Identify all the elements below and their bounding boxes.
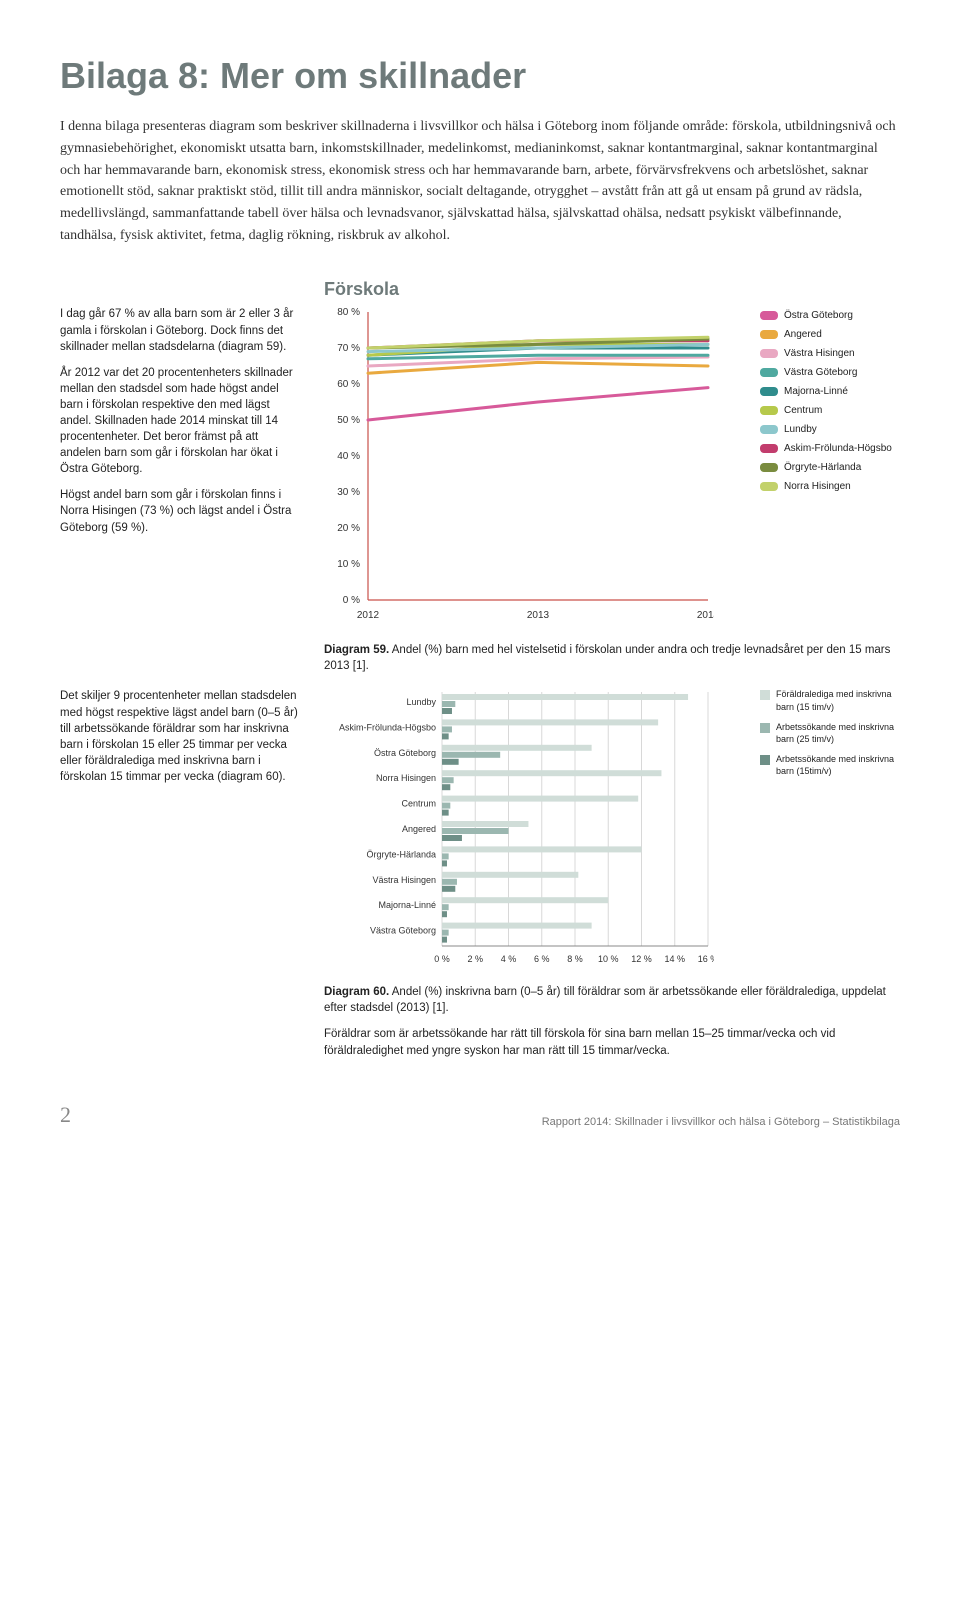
svg-text:70 %: 70 %	[337, 343, 360, 354]
caption59-b: Diagram 59.	[324, 644, 389, 656]
svg-text:2013: 2013	[527, 610, 550, 621]
legend-label: Västra Hisingen	[784, 344, 855, 363]
legend-swatch	[760, 690, 770, 700]
legend-label: Majorna-Linné	[784, 382, 848, 401]
svg-text:Örgryte-Härlanda: Örgryte-Härlanda	[366, 850, 436, 860]
legend-swatch	[760, 482, 778, 491]
svg-text:40 %: 40 %	[337, 451, 360, 462]
svg-text:50 %: 50 %	[337, 415, 360, 426]
legend-swatch	[760, 755, 770, 765]
legend-label: Östra Göteborg	[784, 306, 853, 325]
svg-text:Östra Göteborg: Östra Göteborg	[374, 748, 436, 758]
legend-item: Västra Göteborg	[760, 363, 900, 382]
legend-item: Västra Hisingen	[760, 344, 900, 363]
page-number: 2	[60, 1099, 71, 1131]
svg-text:2012: 2012	[357, 610, 380, 621]
legend-item: Centrum	[760, 401, 900, 420]
legend-swatch	[760, 368, 778, 377]
chart60-side-text: Det skiljer 9 procentenheter mellan stad…	[60, 688, 300, 1058]
legend-item: Askim-Frölunda-Högsbo	[760, 439, 900, 458]
caption59-t: Andel (%) barn med hel vistelsetid i för…	[324, 644, 890, 672]
svg-text:Västra Göteborg: Västra Göteborg	[370, 926, 436, 936]
svg-text:10 %: 10 %	[598, 954, 619, 964]
svg-text:Askim-Frölunda-Högsbo: Askim-Frölunda-Högsbo	[339, 723, 436, 733]
svg-text:Västra Hisingen: Västra Hisingen	[372, 875, 436, 885]
svg-text:10 %: 10 %	[337, 559, 360, 570]
legend-label: Lundby	[784, 420, 817, 439]
legend-label: Västra Göteborg	[784, 363, 857, 382]
svg-text:0 %: 0 %	[434, 954, 450, 964]
chart60-block: Det skiljer 9 procentenheter mellan stad…	[60, 688, 900, 1058]
chart59-svg: 0 % 10 % 20 % 30 % 40 % 50 % 60 % 70 % 80 % 2012 2…	[324, 306, 714, 626]
chart59-side-text: I dag går 67 % av alla barn som är 2 ell…	[60, 306, 300, 674]
svg-text:0 %: 0 %	[343, 595, 360, 606]
svg-text:14 %: 14 %	[664, 954, 685, 964]
chart59-block: I dag går 67 % av alla barn som är 2 ell…	[60, 306, 900, 674]
legend-swatch	[760, 330, 778, 339]
chart59-legend: Östra GöteborgAngeredVästra HisingenVäst…	[760, 306, 900, 632]
legend-item: Örgryte-Härlanda	[760, 458, 900, 477]
svg-text:Lundby: Lundby	[406, 697, 436, 707]
svg-text:60 %: 60 %	[337, 379, 360, 390]
svg-text:8 %: 8 %	[567, 954, 583, 964]
legend-item: Majorna-Linné	[760, 382, 900, 401]
svg-text:4 %: 4 %	[501, 954, 517, 964]
legend-swatch	[760, 444, 778, 453]
svg-text:2014: 2014	[697, 610, 714, 621]
svg-text:Norra Hisingen: Norra Hisingen	[376, 774, 436, 784]
svg-text:80 %: 80 %	[337, 307, 360, 318]
legend-swatch	[760, 723, 770, 733]
legend-item: Arbetssökande med inskrivna barn (15tim/…	[760, 753, 900, 777]
section-heading-forskola: Förskola	[324, 276, 900, 302]
legend-swatch	[760, 425, 778, 434]
legend-item: Föräldralediga med inskrivna barn (15 ti…	[760, 688, 900, 712]
svg-text:2 %: 2 %	[467, 954, 483, 964]
svg-text:30 %: 30 %	[337, 487, 360, 498]
intro-paragraph: I denna bilaga presenteras diagram som b…	[60, 116, 900, 246]
legend-swatch	[760, 406, 778, 415]
chart59-main: 0 % 10 % 20 % 30 % 40 % 50 % 60 % 70 % 80 % 2012 2…	[324, 306, 900, 674]
svg-text:20 %: 20 %	[337, 523, 360, 534]
legend-label: Angered	[784, 325, 822, 344]
caption59: Diagram 59. Andel (%) barn med hel viste…	[324, 642, 900, 674]
legend-swatch	[760, 463, 778, 472]
legend-item: Östra Göteborg	[760, 306, 900, 325]
legend-item: Angered	[760, 325, 900, 344]
svg-text:Majorna-Linné: Majorna-Linné	[378, 901, 436, 911]
caption60-b: Diagram 60.	[324, 986, 389, 998]
side1-p1: I dag går 67 % av alla barn som är 2 ell…	[60, 306, 300, 354]
legend-label: Centrum	[784, 401, 822, 420]
side1-p2: År 2012 var det 20 procentenheters skill…	[60, 365, 300, 478]
legend-item: Arbetssökande med inskrivna barn (25 tim…	[760, 721, 900, 745]
caption60-t: Andel (%) inskrivna barn (0–5 år) till f…	[324, 986, 886, 1014]
svg-text:16 %: 16 %	[698, 954, 714, 964]
side2-p1: Det skiljer 9 procentenheter mellan stad…	[60, 688, 300, 785]
chart60-svg: 0 % 2 % 4 % 6 % 8 % 10 % 12 % 14 % 16 % Lundby Ask…	[324, 688, 714, 968]
chart60-legend: Föräldralediga med inskrivna barn (15 ti…	[760, 688, 900, 974]
svg-text:12 %: 12 %	[631, 954, 652, 964]
chart59-svg-wrap: 0 % 10 % 20 % 30 % 40 % 50 % 60 % 70 % 80 % 2012 2…	[324, 306, 750, 632]
legend-swatch	[760, 349, 778, 358]
legend-label: Örgryte-Härlanda	[784, 458, 861, 477]
side1-p3: Högst andel barn som går i förskolan fin…	[60, 487, 300, 535]
svg-text:Angered: Angered	[402, 824, 436, 834]
legend-swatch	[760, 311, 778, 320]
legend-label: Arbetssökande med inskrivna barn (25 tim…	[776, 721, 900, 745]
caption60: Diagram 60. Andel (%) inskrivna barn (0–…	[324, 984, 900, 1016]
legend-swatch	[760, 387, 778, 396]
svg-text:6 %: 6 %	[534, 954, 550, 964]
legend-item: Norra Hisingen	[760, 477, 900, 496]
legend-label: Arbetssökande med inskrivna barn (15tim/…	[776, 753, 900, 777]
caption60-extra: Föräldrar som är arbetssökande har rätt …	[324, 1026, 900, 1058]
page-footer: 2 Rapport 2014: Skillnader i livsvillkor…	[60, 1099, 900, 1131]
legend-item: Lundby	[760, 420, 900, 439]
chart60-main: 0 % 2 % 4 % 6 % 8 % 10 % 12 % 14 % 16 % Lundby Ask…	[324, 688, 900, 1058]
svg-text:Centrum: Centrum	[401, 799, 436, 809]
chart60-svg-wrap: 0 % 2 % 4 % 6 % 8 % 10 % 12 % 14 % 16 % Lundby Ask…	[324, 688, 750, 974]
page-title: Bilaga 8: Mer om skillnader	[60, 50, 900, 102]
legend-label: Askim-Frölunda-Högsbo	[784, 439, 892, 458]
legend-label: Norra Hisingen	[784, 477, 851, 496]
legend-label: Föräldralediga med inskrivna barn (15 ti…	[776, 688, 900, 712]
footer-text: Rapport 2014: Skillnader i livsvillkor o…	[542, 1115, 900, 1131]
